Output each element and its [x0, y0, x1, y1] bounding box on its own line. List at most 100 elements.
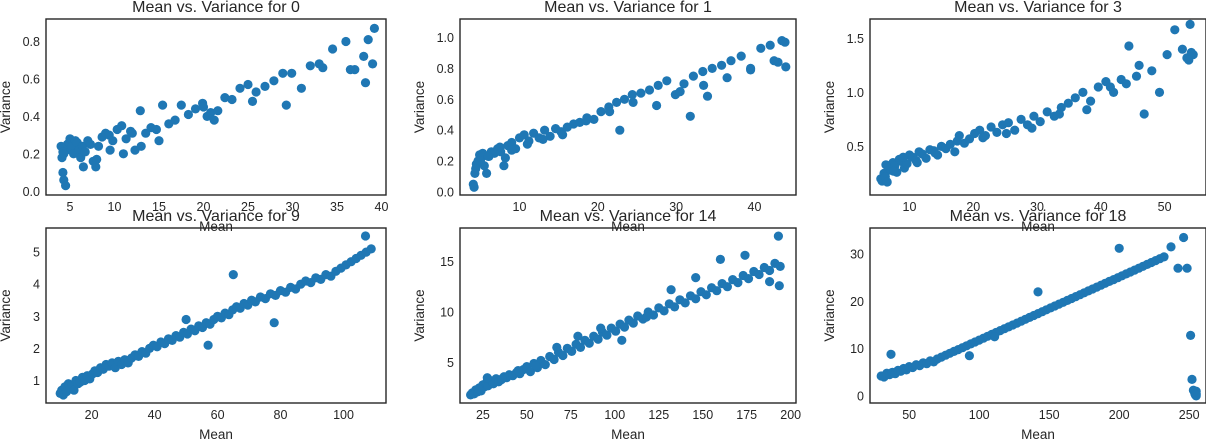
- y-tick-label: 0.0: [437, 185, 454, 199]
- scatter-point: [1173, 263, 1183, 273]
- scatter-point: [717, 60, 727, 70]
- scatter-point: [666, 285, 676, 295]
- chart-title: Mean vs. Variance for 9: [132, 208, 300, 225]
- chart-title: Mean vs. Variance for 0: [132, 0, 300, 16]
- scatter-point: [558, 350, 568, 361]
- scatter-point: [59, 149, 69, 159]
- scatter-point: [1191, 389, 1201, 400]
- scatter-point: [369, 23, 379, 33]
- y-tick-label: 5: [447, 356, 454, 370]
- scatter-point: [181, 314, 191, 325]
- scatter-point: [1027, 123, 1037, 133]
- scatter-point: [260, 81, 270, 91]
- scatter-point: [652, 100, 662, 111]
- scatter-point: [1082, 105, 1092, 115]
- scatter-point: [898, 152, 908, 162]
- scatter-point: [685, 111, 695, 121]
- scatter-point: [287, 68, 297, 78]
- scatter-point: [92, 154, 102, 164]
- scatter-point: [992, 127, 1002, 137]
- y-axis-label: Variance: [412, 289, 427, 341]
- x-tick-label: 175: [736, 408, 757, 422]
- x-tick-label: 25: [241, 200, 255, 214]
- scatter-point: [1124, 41, 1134, 51]
- scatter-point: [691, 273, 701, 283]
- scatter-point: [183, 109, 193, 120]
- scatter-point: [360, 78, 371, 88]
- scatter-point: [345, 65, 355, 75]
- scatter-point: [1131, 71, 1142, 81]
- x-tick-label: 20: [966, 200, 980, 214]
- scatter-point: [93, 141, 104, 151]
- scatter-point: [269, 318, 279, 328]
- scatter-point: [619, 94, 630, 104]
- scatter-point: [886, 349, 896, 359]
- x-tick-label: 20: [85, 408, 99, 422]
- scatter-point: [712, 286, 722, 296]
- scatter-point: [1179, 232, 1189, 243]
- x-tick-label: 20: [197, 200, 211, 214]
- scatter-point: [341, 36, 351, 47]
- scatter-point: [593, 334, 603, 344]
- y-tick-label: 0.2: [23, 147, 40, 161]
- y-tick-label: 0.6: [23, 72, 40, 86]
- scatter-point: [1166, 242, 1176, 252]
- scatter-point: [318, 63, 328, 73]
- scatter-point: [360, 231, 371, 241]
- scatter-point: [641, 312, 652, 322]
- scatter-points: [55, 231, 376, 400]
- y-tick-label: 0.8: [437, 62, 454, 76]
- x-tick-label: 125: [648, 408, 669, 422]
- scatter-point: [765, 277, 775, 287]
- scatter-point: [648, 310, 659, 320]
- scatter-point: [584, 338, 594, 348]
- scatter-point: [1054, 109, 1064, 119]
- y-axis-label: Variance: [822, 289, 837, 341]
- scatter-point: [1159, 252, 1169, 262]
- scatter-point: [912, 158, 922, 168]
- scatter-point: [154, 136, 164, 146]
- chart-title: Mean vs. Variance for 1: [544, 0, 712, 16]
- scatter-point: [1134, 60, 1144, 70]
- scatter-point: [1016, 114, 1026, 124]
- scatter-point: [552, 342, 562, 352]
- chart-title: Mean vs. Variance for 3: [954, 0, 1122, 16]
- scatter-point: [781, 62, 791, 72]
- x-tick-label: 30: [1030, 200, 1044, 214]
- scatter-point: [680, 298, 690, 308]
- scatter-point: [545, 131, 555, 141]
- scatter-point: [1147, 66, 1157, 76]
- scatter-point: [774, 281, 784, 291]
- x-tick-label: 40: [748, 200, 762, 214]
- subplot-5: 50 100 150 200 250 0 10 20 30 Mean vs. Variance f…: [822, 208, 1206, 442]
- scatter-point: [773, 231, 784, 241]
- x-tick-label: 10: [903, 200, 917, 214]
- scatter-point: [986, 122, 996, 132]
- scatter-point: [127, 128, 137, 138]
- scatter-point: [513, 366, 523, 376]
- y-tick-label: 0.2: [437, 155, 454, 169]
- x-axis-label: Mean: [611, 427, 645, 442]
- scatter-point: [206, 108, 216, 118]
- scatter-point: [540, 125, 550, 135]
- scatter-point: [733, 278, 743, 288]
- x-tick-label: 50: [520, 408, 534, 422]
- subplot-2: 10 20 30 40 50 0.5 1.0 1.5 Mean vs. Variance for…: [822, 0, 1206, 234]
- x-tick-label: 10: [108, 200, 122, 214]
- scatter-point: [628, 318, 638, 328]
- scatter-point: [978, 133, 988, 143]
- y-axis-label: Variance: [822, 81, 837, 133]
- scatter-point: [549, 354, 559, 365]
- scatter-point: [220, 93, 230, 103]
- scatter-point: [1063, 98, 1073, 108]
- x-tick-label: 200: [780, 408, 801, 422]
- scatter-point: [627, 90, 637, 100]
- scatter-point: [85, 139, 96, 149]
- scatter-point: [702, 91, 713, 101]
- axes-frame: [45, 227, 387, 404]
- y-tick-label: 0.5: [847, 140, 864, 154]
- x-tick-label: 100: [333, 408, 354, 422]
- x-tick-label: 40: [148, 408, 162, 422]
- scatter-point: [540, 360, 550, 370]
